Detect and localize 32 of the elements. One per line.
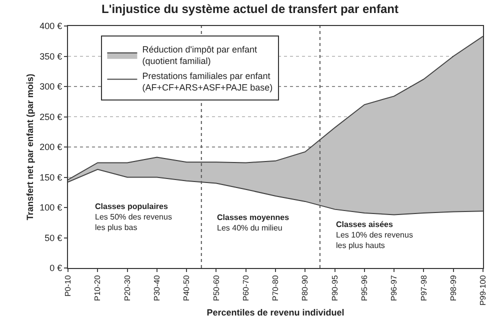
- annotation: Classes aisées Les 10% des revenus les plus hauts: [336, 220, 413, 250]
- y-tick-label: 300 €: [40, 82, 62, 92]
- y-tick-label: 100 €: [40, 202, 62, 213]
- annotation: Classes moyennes Les 40% du milieu: [217, 213, 290, 232]
- legend-label: Prestations familiales par enfant (AF+CF+ARS+ASF+PAJE base): [142, 70, 273, 93]
- x-tick-label: P97-98: [419, 274, 428, 301]
- x-tick-label: P96-97: [390, 274, 399, 301]
- y-axis-title: Transfert net par enfant (par mois): [25, 74, 36, 220]
- y-tick-label: 350 €: [40, 51, 62, 62]
- annotation: Classes populaires Les 50% des revenus les plus bas: [95, 202, 172, 232]
- y-tick-label: 200 €: [40, 142, 62, 152]
- chart-title: L'injustice du système actuel de transfert par enfant: [102, 2, 398, 16]
- x-tick-label: P90-95: [330, 274, 340, 301]
- x-tick-label: P80-90: [300, 274, 310, 301]
- y-tick-label: 400 €: [40, 21, 62, 32]
- x-axis-title: Percentiles de revenu individuel: [206, 307, 344, 318]
- x-tick-label: P95-96: [360, 274, 370, 301]
- legend-label: Réduction d'impôt par enfant (quotient familial): [142, 44, 258, 66]
- y-tick-label: 150 €: [40, 172, 62, 182]
- x-tick-label: P98-99: [448, 274, 458, 301]
- y-tick-label: 0 €: [50, 263, 62, 274]
- x-tick-label: P0-10: [64, 274, 73, 297]
- x-tick-label: P70-80: [271, 274, 280, 301]
- y-tick-label: 50 €: [44, 232, 62, 243]
- x-tick-label: P30-40: [152, 274, 162, 301]
- x-tick-label: P60-70: [241, 274, 250, 301]
- x-tick-label: P10-20: [93, 274, 102, 301]
- x-tick-label: P50-60: [212, 274, 221, 301]
- x-tick-label: P99-100: [478, 274, 488, 306]
- x-tick-label: P20-30: [122, 274, 132, 301]
- x-tick-label: P40-50: [182, 274, 192, 301]
- y-tick-label: 250 €: [40, 112, 62, 122]
